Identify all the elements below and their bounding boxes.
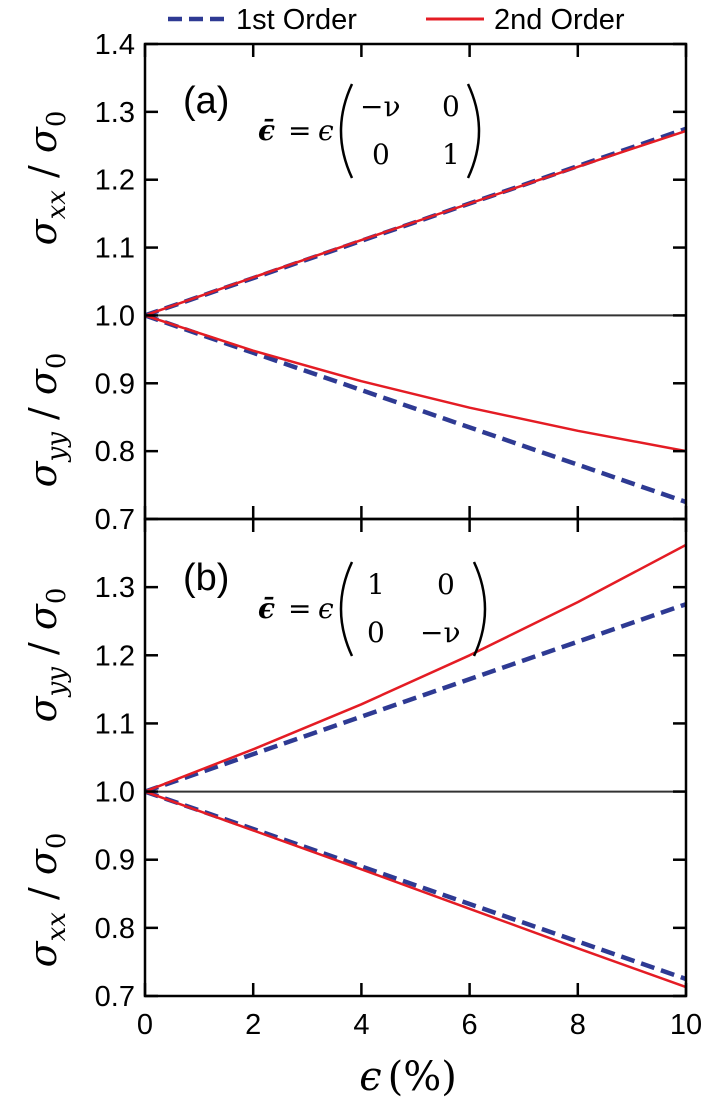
legend-label-1st-order: 1st Order	[236, 4, 357, 36]
panel-a-ytick-label: 0.7	[95, 504, 135, 536]
x-tick-label: 0	[137, 1009, 153, 1041]
legend-label-2nd-order: 2nd Order	[494, 4, 625, 36]
x-tick-label: 2	[245, 1009, 261, 1041]
panel-a-ylabel-lower-text: σyy / σ0	[21, 353, 72, 488]
panel-a-equation-factor: ϵ	[318, 114, 334, 147]
panel-b-ytick-label: 1.0	[95, 777, 135, 809]
panel-b-equation-eq: =	[288, 592, 311, 625]
panel-a-ylabel-lower: σyy / σ0	[21, 353, 72, 488]
panel-a-equation-eq: =	[288, 114, 311, 147]
panel-b-ytick-label: 1.3	[95, 572, 135, 604]
panel-a-ylabel-upper: σxx / σ0	[21, 111, 72, 246]
panel-b: 0.7 0.8 0.9 1.0 1.1 1.2 1.3 (b) ϵ̄ = ϵ 1 0 0 −…	[21, 517, 688, 1013]
panel-b-matrix-cell: 1	[367, 568, 385, 601]
panel-b-series-1st-order-upper	[144, 602, 687, 794]
panel-a-ytick-label: 1.1	[95, 233, 135, 265]
panel-b-axes-frame	[143, 517, 688, 998]
panel-b-series-2nd-order-upper	[144, 543, 687, 793]
panel-a-matrix-cell: −ν	[360, 90, 400, 123]
panel-a-equation: ϵ̄ = ϵ −ν 0 0 1	[258, 83, 481, 179]
panel-b-ylabel-upper-text: σyy / σ0	[21, 588, 72, 723]
panel-a-ytick-label: 0.9	[95, 368, 135, 400]
panel-a-ytick-label: 1.2	[95, 165, 135, 197]
panel-b-ylabel-lower: σxx / σ0	[21, 833, 72, 968]
panel-a-matrix-left-paren	[339, 83, 354, 179]
panel-a-ylabel-upper-text: σxx / σ0	[21, 111, 72, 246]
panel-b-ytick-label: 0.7	[95, 981, 135, 1013]
x-tick-label: 8	[570, 1009, 586, 1041]
panel-b-ytick-label: 1.2	[95, 640, 135, 672]
panel-a-equation-lhs: ϵ̄	[258, 114, 275, 147]
x-tick-label: 6	[462, 1009, 478, 1041]
panel-a-ytick-label: 0.8	[95, 436, 135, 468]
panel-a-ytick-label: 1.0	[95, 300, 135, 332]
panel-b-matrix-cell: −ν	[420, 616, 460, 649]
panel-a-label: (a)	[183, 80, 229, 122]
panel-b-matrix-right-paren	[472, 561, 487, 657]
panel-b-ytick-label: 0.8	[95, 913, 135, 945]
panel-a-matrix-right-paren	[466, 83, 481, 179]
legend: 1st Order 2nd Order	[168, 4, 625, 36]
panel-a-series-2nd-order-upper	[144, 129, 687, 317]
panel-b-plot-area: 0.7 0.8 0.9 1.0 1.1 1.2 1.3	[95, 517, 688, 1013]
panel-b-ylabel-upper: σyy / σ0	[21, 588, 72, 723]
panel-a-ytick-label: 1.3	[95, 97, 135, 129]
panel-a-plot-area: 0.7 0.8 0.9 1.0 1.1 1.2 1.3 1.4	[95, 29, 688, 536]
panel-a-series-1st-order-lower	[144, 313, 687, 505]
panel-a-matrix-cell: 0	[372, 138, 390, 171]
panel-b-matrix-cell: 0	[367, 616, 385, 649]
x-tick-label: 4	[353, 1009, 369, 1041]
panel-a-matrix-cell: 0	[442, 90, 460, 123]
panel-a: 0.7 0.8 0.9 1.0 1.1 1.2 1.3 1.4 (a) ϵ̄ = ϵ −ν 0…	[21, 29, 688, 536]
panel-a-matrix-cell: 1	[442, 138, 460, 171]
panel-a-ytick-label: 1.4	[95, 29, 135, 61]
panel-b-matrix-cell: 0	[437, 568, 455, 601]
x-axis-title: ϵ (%)	[359, 1054, 457, 1100]
panel-b-equation-factor: ϵ	[318, 592, 334, 625]
panel-b-ytick-label: 0.9	[95, 845, 135, 877]
panel-b-equation-lhs: ϵ̄	[258, 592, 275, 625]
panel-b-equation: ϵ̄ = ϵ 1 0 0 −ν	[258, 561, 487, 657]
x-tick-label: 10	[670, 1009, 702, 1041]
panel-b-label: (b)	[183, 557, 229, 599]
panel-b-ytick-label: 1.1	[95, 708, 135, 740]
x-axis: ϵ (%) 0 2 4 6 8 10	[137, 1009, 702, 1100]
panel-b-matrix-left-paren	[339, 561, 354, 657]
panel-b-ylabel-lower-text: σxx / σ0	[21, 833, 72, 968]
panel-a-series-2nd-order-lower	[144, 314, 687, 453]
panel-b-series-2nd-order-lower	[144, 790, 687, 989]
